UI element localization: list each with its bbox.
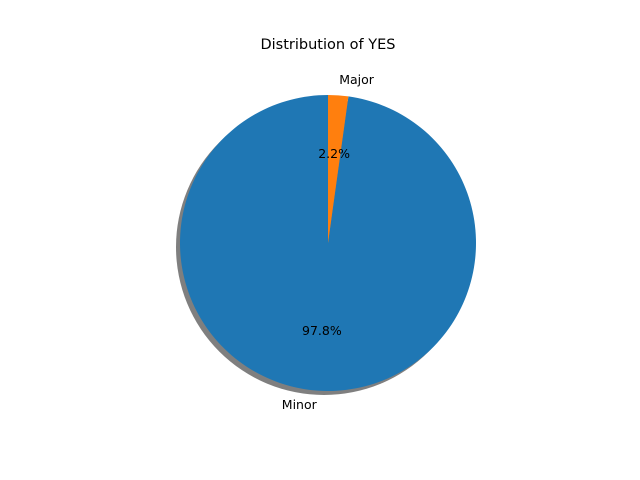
slice-percent-minor: 97.8% — [302, 323, 342, 338]
pie-slices — [179, 95, 476, 392]
pie-slice-major — [328, 95, 349, 243]
chart-title: Distribution of YES — [260, 37, 395, 53]
pie-slice-minor — [179, 95, 476, 392]
slice-percent-major: 2.2% — [318, 146, 350, 161]
slice-label-minor: Minor — [282, 397, 318, 412]
slice-label-major: Major — [339, 72, 375, 87]
pie-labels: Minor 97.8% Major 2.2% — [282, 72, 375, 412]
